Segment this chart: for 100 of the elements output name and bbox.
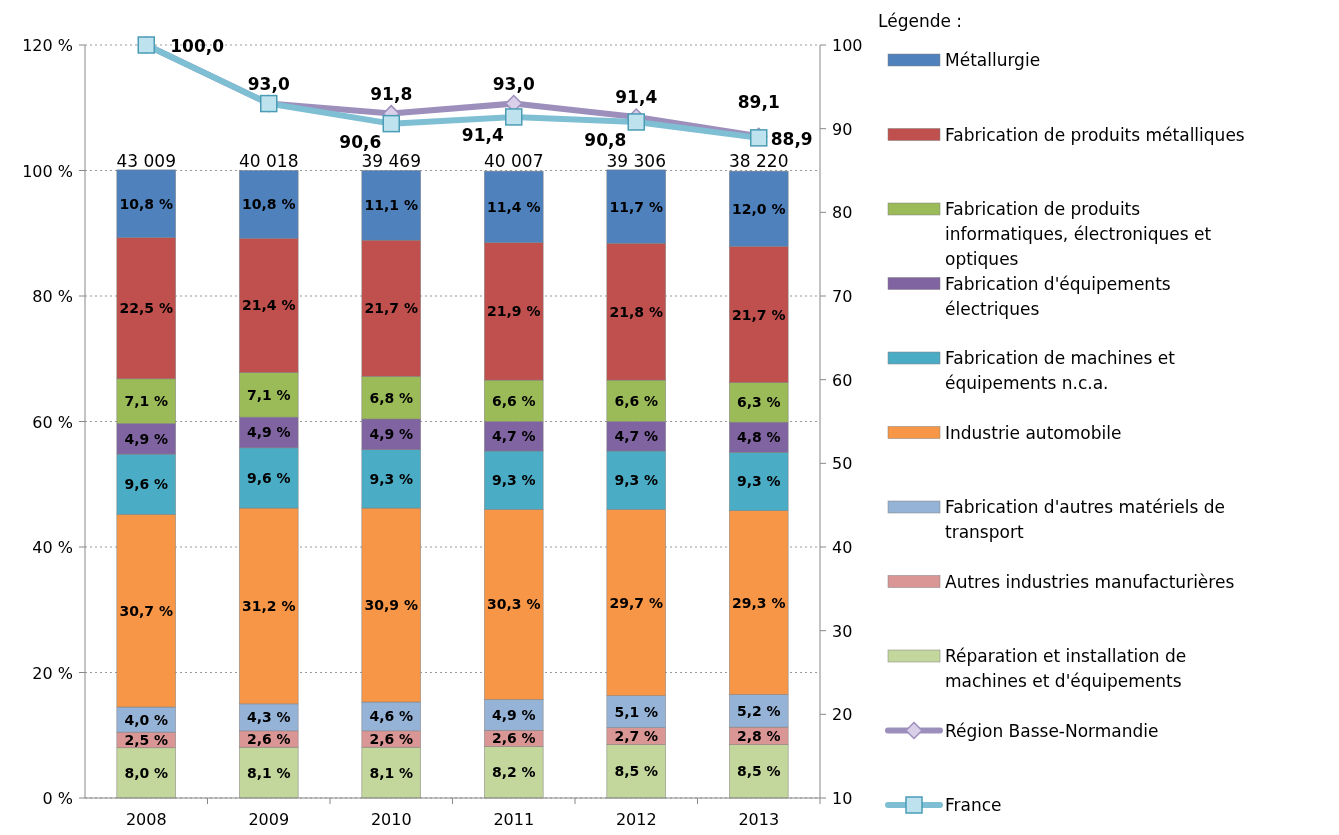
y2-tick-label: 20 — [832, 705, 853, 725]
y2-tick-label: 30 — [832, 621, 853, 641]
x-tick-label: 2013 — [738, 810, 780, 829]
data-label: 12,0 % — [732, 200, 786, 217]
legend-label: Fabrication d'équipements électriques — [945, 273, 1171, 319]
y-tick-label: 100 % — [22, 161, 73, 181]
legend-label: France — [945, 795, 1002, 815]
y2-tick-label: 90 — [832, 119, 853, 139]
legend-label: Métallurgie — [945, 50, 1041, 70]
data-label: 2,7 % — [614, 728, 659, 745]
y-tick-label: 40 % — [32, 538, 73, 557]
annotation: 39 306 — [606, 150, 666, 171]
data-label: 9,3 % — [736, 473, 781, 490]
data-label: 9,3 % — [614, 472, 659, 489]
data-label: 8,0 % — [124, 764, 169, 781]
data-label: 11,7 % — [609, 198, 663, 215]
data-label: 8,1 % — [246, 764, 291, 781]
x-tick-label: 2008 — [125, 810, 167, 829]
data-label: 6,3 % — [736, 394, 781, 411]
x-tick-label: 2012 — [615, 810, 657, 829]
y2-tick-label: 100 — [832, 36, 863, 55]
data-label: 93,0 — [492, 73, 535, 94]
data-label: 31,2 % — [242, 597, 296, 614]
data-label: 90,8 — [584, 129, 627, 150]
y-tick-label: 60 % — [32, 412, 73, 432]
data-label: 9,6 % — [246, 469, 291, 486]
data-label: 2,6 % — [246, 731, 291, 748]
x-tick-label: 2010 — [370, 810, 412, 829]
data-label: 100,0 — [170, 36, 225, 56]
data-label: 4,7 % — [614, 428, 659, 445]
data-label: 10,8 % — [119, 195, 173, 212]
data-label: 11,1 % — [364, 197, 418, 214]
data-label: 91,8 — [370, 83, 413, 104]
x-tick-label: 2011 — [493, 810, 535, 829]
data-label: 89,1 — [737, 92, 780, 113]
data-label: 2,8 % — [736, 727, 781, 744]
data-label: 7,1 % — [246, 386, 291, 403]
annotation: 38 220 — [729, 150, 789, 171]
data-label: 6,8 % — [369, 389, 414, 406]
data-label: 21,7 % — [364, 300, 418, 317]
data-label: 11,4 % — [487, 198, 541, 215]
y-tick-label: 20 % — [32, 663, 73, 683]
data-label: 5,2 % — [736, 702, 781, 719]
data-label: 21,4 % — [242, 297, 296, 314]
legend-label: Autres industries manufacturières — [945, 571, 1235, 592]
data-label: 2,5 % — [124, 731, 169, 748]
data-label: 9,3 % — [491, 472, 536, 489]
data-label: 30,9 % — [364, 597, 418, 614]
annotation: 40 018 — [239, 150, 299, 171]
data-label: 29,7 % — [609, 594, 663, 611]
data-label: 4,7 % — [491, 428, 536, 445]
legend-label: Fabrication d'autres matériels de transport — [945, 497, 1226, 542]
data-label: 2,6 % — [369, 731, 414, 748]
x-tick-label: 2009 — [248, 810, 290, 829]
data-label: 91,4 — [461, 124, 504, 145]
data-label: 21,9 % — [487, 303, 541, 320]
data-label: 4,9 % — [124, 430, 169, 447]
data-label: 5,1 % — [614, 703, 659, 720]
data-label: 7,1 % — [124, 393, 169, 410]
data-label: 4,9 % — [369, 426, 414, 443]
data-label: 4,8 % — [736, 429, 781, 446]
data-label: 6,6 % — [614, 392, 659, 409]
data-label: 6,6 % — [491, 392, 536, 409]
legend-label: Réparation et installation de machines et d'équipements — [945, 646, 1187, 691]
y2-tick-label: 40 — [832, 538, 853, 557]
data-label: 21,7 % — [732, 306, 786, 323]
y-tick-label: 80 % — [32, 287, 73, 306]
legend-label: Fabrication de produits informatiques, électroniques et optiques — [945, 199, 1212, 269]
annotation: 40 007 — [484, 150, 544, 171]
data-label: 30,7 % — [119, 602, 173, 619]
data-label: 4,9 % — [246, 424, 291, 441]
y-tick-label: 120 % — [22, 36, 73, 55]
data-label: 93,0 — [247, 73, 290, 94]
data-label: 2,6 % — [491, 730, 536, 747]
data-label: 88,9 — [770, 128, 813, 149]
data-label: 91,4 — [615, 86, 658, 107]
annotation: 39 469 — [361, 150, 421, 171]
data-label: 9,3 % — [369, 470, 414, 487]
data-label: 8,5 % — [736, 763, 781, 780]
data-label: 4,6 % — [369, 708, 414, 725]
legend-label: Région Basse-Normandie — [945, 720, 1159, 741]
data-label: 4,3 % — [246, 709, 291, 726]
legend-title: Légende : — [878, 11, 963, 31]
y2-tick-label: 10 — [832, 789, 853, 808]
data-label: 10,8 % — [242, 196, 296, 213]
legend-label: Industrie automobile — [945, 422, 1122, 443]
data-label: 8,1 % — [369, 764, 414, 781]
data-label: 90,6 — [339, 131, 382, 152]
data-label: 22,5 % — [119, 300, 173, 317]
y-tick-label: 0 % — [42, 789, 73, 808]
y2-tick-label: 80 — [832, 203, 853, 223]
data-label: 21,8 % — [609, 303, 663, 320]
data-label: 4,9 % — [491, 706, 536, 723]
legend-label: Fabrication de machines et équipements n.c.a. — [945, 348, 1176, 393]
data-label: 4,0 % — [124, 711, 169, 728]
y2-tick-label: 60 — [832, 370, 853, 390]
data-label: 30,3 % — [487, 596, 541, 613]
data-label: 29,3 % — [732, 594, 786, 611]
y2-tick-label: 50 — [832, 454, 853, 474]
data-label: 9,6 % — [124, 476, 169, 493]
